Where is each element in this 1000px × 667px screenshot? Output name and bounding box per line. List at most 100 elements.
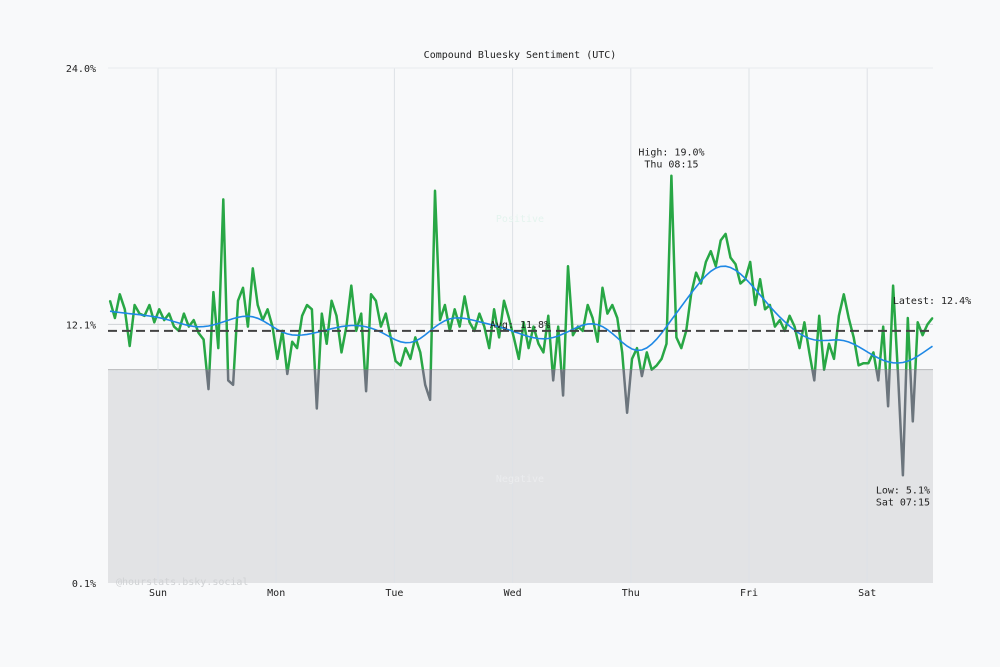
data-point [719, 239, 722, 242]
data-point [197, 332, 200, 334]
data-point [173, 325, 175, 328]
x-tick-label: Thu [622, 588, 640, 599]
data-point [330, 299, 333, 302]
data-point [562, 394, 564, 397]
data-point [847, 317, 850, 319]
data-point [911, 420, 914, 423]
data-point [247, 325, 249, 328]
data-point [394, 360, 397, 362]
data-point [355, 330, 358, 332]
negative-zone-label: Negative [496, 474, 544, 485]
data-point [606, 312, 609, 315]
data-point [429, 399, 431, 401]
data-point [252, 267, 254, 270]
data-point [399, 364, 402, 367]
data-point [591, 317, 594, 319]
data-point [542, 351, 545, 354]
data-point [675, 336, 678, 339]
data-point [907, 317, 909, 319]
data-point [572, 334, 574, 336]
data-point [798, 347, 801, 349]
x-tick-label: Sun [149, 588, 167, 599]
data-point [286, 373, 289, 375]
x-tick-label: Tue [385, 588, 403, 599]
data-point [320, 312, 323, 315]
data-point [325, 343, 328, 345]
data-point [852, 336, 855, 339]
data-point [242, 286, 244, 289]
data-point [700, 282, 702, 285]
data-point [749, 261, 752, 263]
data-point [301, 315, 303, 317]
data-point [823, 368, 825, 371]
data-point [828, 343, 830, 345]
data-point [380, 325, 382, 328]
data-point [158, 308, 161, 311]
data-point [665, 343, 668, 345]
data-point [212, 291, 215, 293]
data-point [680, 347, 683, 349]
data-point [384, 312, 387, 315]
data-point [463, 295, 466, 298]
data-point [365, 390, 367, 393]
data-point [414, 336, 417, 339]
data-point [128, 345, 131, 347]
data-point [424, 383, 426, 386]
x-tick-label: Sat [858, 588, 876, 599]
data-point [655, 364, 658, 367]
data-point [340, 351, 343, 354]
chart-title: Compound Bluesky Sentiment (UTC) [424, 50, 617, 61]
data-point [114, 317, 116, 319]
data-point [734, 263, 737, 265]
data-point [375, 299, 377, 302]
data-point [916, 321, 919, 324]
data-point [897, 373, 899, 375]
data-point [202, 338, 205, 341]
horizontal-gridlines [108, 67, 933, 325]
data-point [458, 325, 461, 328]
data-point [872, 351, 875, 354]
data-point [370, 293, 372, 296]
data-point [764, 308, 766, 311]
data-point [148, 304, 151, 306]
data-point [641, 375, 643, 377]
data-point [695, 271, 697, 274]
data-point [468, 321, 471, 324]
data-point [803, 321, 806, 324]
data-point [838, 315, 840, 317]
x-tick-label: Mon [267, 588, 285, 599]
y-tick-label: 12.1% [66, 320, 96, 331]
data-point [611, 304, 614, 306]
data-point [882, 325, 885, 328]
data-point [877, 379, 880, 382]
data-point [192, 319, 195, 321]
data-point [705, 261, 707, 263]
data-point [532, 325, 535, 328]
data-point [227, 379, 229, 382]
data-point [778, 319, 781, 321]
data-point [508, 317, 510, 319]
data-point [808, 351, 811, 354]
data-point [296, 347, 298, 349]
average-label: Avg: 11.8% [490, 320, 550, 331]
x-axis: Sun Mon Tue Wed Thu Fri Sat [149, 588, 876, 599]
data-point [335, 315, 338, 317]
data-point [404, 347, 407, 349]
data-point [513, 336, 515, 339]
data-point [670, 174, 673, 177]
data-point [788, 315, 791, 317]
data-point [222, 198, 225, 201]
data-point [537, 343, 540, 345]
data-point [616, 317, 619, 319]
data-point [557, 325, 559, 328]
data-point [256, 304, 259, 306]
data-point [522, 321, 525, 324]
data-point [892, 284, 894, 287]
data-points [109, 174, 934, 477]
data-point [596, 340, 599, 343]
data-point [547, 315, 550, 317]
data-point [217, 347, 220, 349]
data-point [631, 358, 633, 360]
data-point [350, 284, 353, 287]
